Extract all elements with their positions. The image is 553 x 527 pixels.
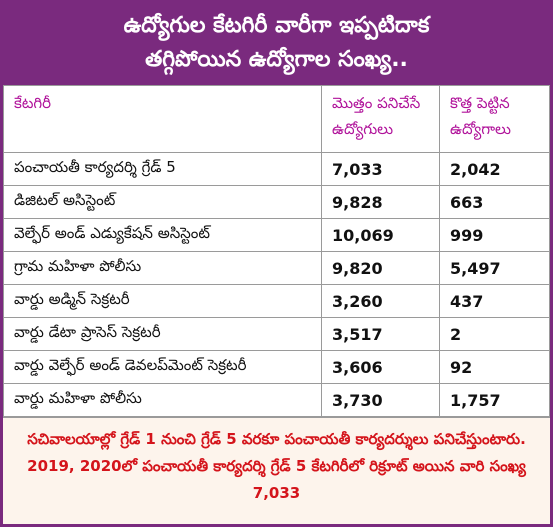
header-row: కేటగిరీ మొత్తం పనిచేసే ఉద్యోగులు కొత్త ప… (3, 85, 550, 153)
title-line: తగ్గిపోయిన ఉద్యోగాల సంఖ్య.. (145, 47, 408, 72)
number-cell: 5,497 (439, 251, 550, 285)
column-header: కొత్త పెట్టిన ఉద్యోగాలు (439, 85, 550, 153)
category-cell: గ్రామ మహిళా పోలీసు (3, 251, 322, 285)
category-cell: వార్డు వెల్ఫేర్ అండ్ డెవలప్‌మెంట్ సెక్రట… (3, 350, 322, 384)
category-cell: వార్డు అడ్మిన్ సెక్రటరీ (3, 284, 322, 318)
category-cell: డిజిటల్ అసిస్టెంట్ (3, 185, 322, 219)
number-cell: 3,260 (321, 284, 440, 318)
category-cell: వెల్ఫేర్ అండ్ ఎడ్యుకేషన్ అసిస్టెంట్ (3, 218, 322, 252)
number-cell: 2 (439, 317, 550, 351)
number-cell: 9,820 (321, 251, 440, 285)
title-line: ఉద్యోగుల కేటగిరీ వారీగా ఇప్పటిదాక (123, 13, 430, 38)
table-row: గ్రామ మహిళా పోలీసు 9,820 5,497 (3, 251, 550, 285)
footnote: సచివాలయాల్లో గ్రేడ్ 1 నుంచి గ్రేడ్ 5 వరక… (3, 417, 550, 524)
table-body: పంచాయతీ కార్యదర్శి గ్రేడ్ 5 7,033 2,042 డిజ… (3, 152, 550, 417)
number-cell: 663 (439, 185, 550, 219)
number-cell: 3,517 (321, 317, 440, 351)
column-header: మొత్తం పనిచేసే ఉద్యోగులు (321, 85, 440, 153)
category-cell: వార్డు మహిళా పోలీసు (3, 383, 322, 417)
column-header: కేటగిరీ (3, 85, 322, 153)
table-row: వార్డు అడ్మిన్ సెక్రటరీ 3,260 437 (3, 284, 550, 318)
category-cell: వార్డు డేటా ప్రాసెస్ సెక్రటరీ (3, 317, 322, 351)
table-row: వెల్ఫేర్ అండ్ ఎడ్యుకేషన్ అసిస్టెంట్ 10,06… (3, 218, 550, 252)
table-row: డిజిటల్ అసిస్టెంట్ 9,828 663 (3, 185, 550, 219)
table-row: వార్డు వెల్ఫేర్ అండ్ డెవలప్‌మెంట్ సెక్రట… (3, 350, 550, 384)
number-cell: 3,606 (321, 350, 440, 384)
number-cell: 92 (439, 350, 550, 384)
number-cell: 2,042 (439, 152, 550, 186)
table-row: పంచాయతీ కార్యదర్శి గ్రేడ్ 5 7,033 2,042 (3, 152, 550, 186)
category-cell: పంచాయతీ కార్యదర్శి గ్రేడ్ 5 (3, 152, 322, 186)
table-row: వార్డు డేటా ప్రాసెస్ సెక్రటరీ 3,517 2 (3, 317, 550, 351)
number-cell: 1,757 (439, 383, 550, 417)
number-cell: 9,828 (321, 185, 440, 219)
number-cell: 999 (439, 218, 550, 252)
number-cell: 3,730 (321, 383, 440, 417)
data-table: కేటగిరీ మొత్తం పనిచేసే ఉద్యోగులు కొత్త ప… (3, 85, 550, 417)
table-row: వార్డు మహిళా పోలీసు 3,730 1,757 (3, 383, 550, 417)
number-cell: 437 (439, 284, 550, 318)
number-cell: 7,033 (321, 152, 440, 186)
number-cell: 10,069 (321, 218, 440, 252)
title-banner: ఉద్యోగుల కేటగిరీ వారీగా ఇప్పటిదాక తగ్గిప… (3, 3, 550, 85)
